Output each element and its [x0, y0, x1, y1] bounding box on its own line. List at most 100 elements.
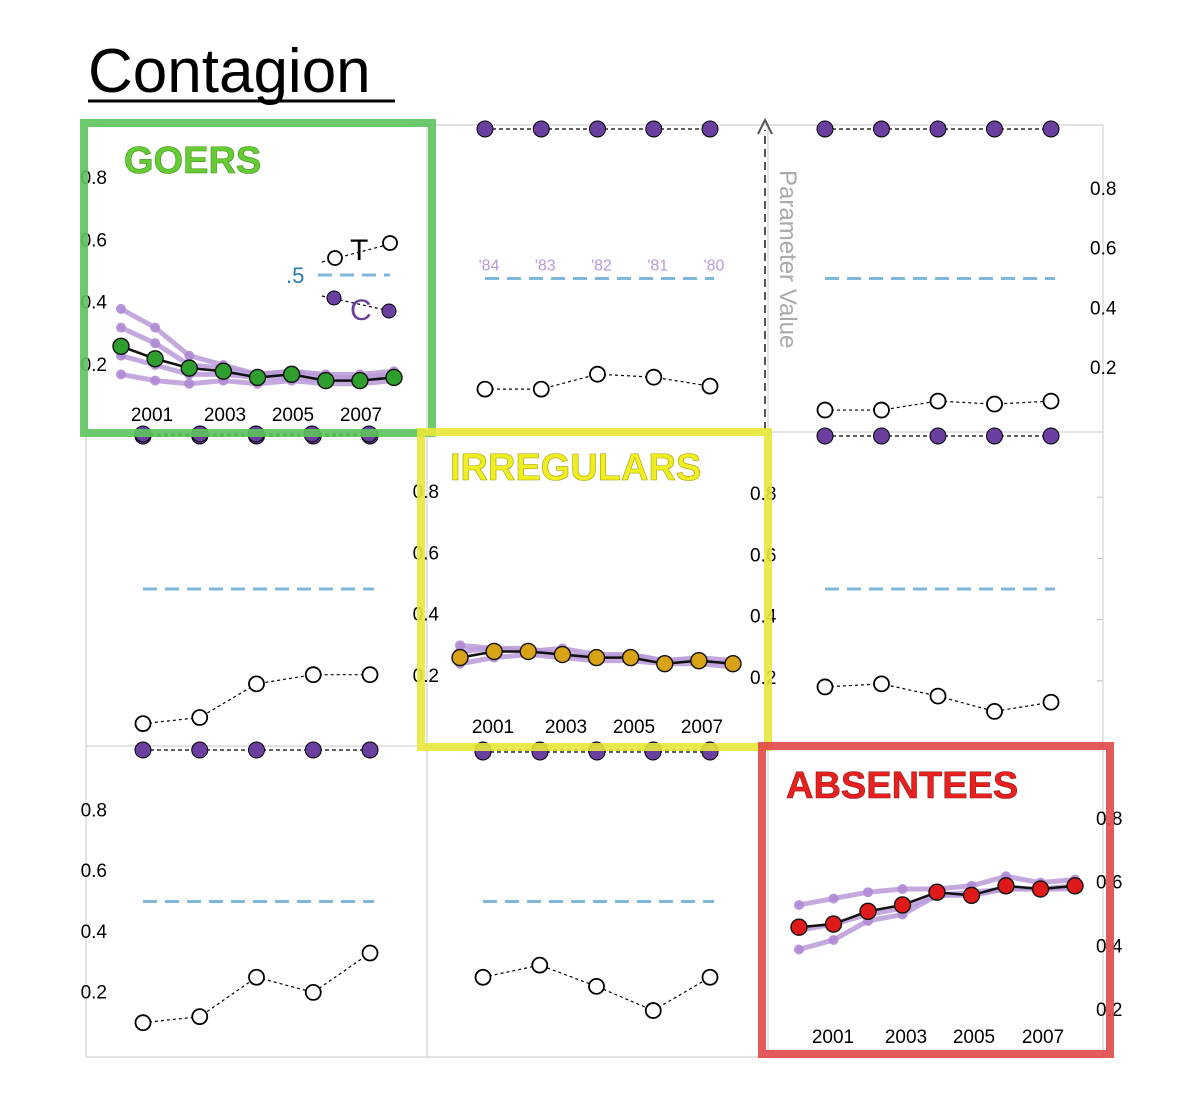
main-data-point	[1066, 877, 1084, 895]
page-title: Contagion	[88, 37, 371, 106]
treatment-point	[589, 365, 606, 383]
main-data-point	[146, 350, 164, 368]
main-data-point	[1031, 880, 1050, 898]
control-point	[816, 427, 834, 445]
treatment-point	[929, 687, 947, 705]
replicate-point	[150, 375, 161, 386]
replicate-point	[794, 944, 804, 955]
control-point	[191, 741, 209, 759]
replicate-point	[828, 893, 839, 904]
control-point	[476, 120, 494, 138]
year-label: '83	[535, 258, 556, 275]
x-tick-label: 2001	[472, 717, 514, 738]
y-tick-label-right: 0.4	[750, 607, 777, 628]
replicate-point	[150, 322, 161, 333]
control-point	[304, 741, 322, 759]
x-tick-label: 2007	[1022, 1027, 1064, 1048]
legend-treatment-marker	[382, 235, 398, 251]
treatment-point	[816, 678, 834, 696]
treatment-point	[816, 401, 834, 419]
y-tick-label-right: 0.6	[750, 545, 776, 566]
main-data-point	[451, 648, 469, 667]
year-label: '80	[704, 258, 725, 275]
treatment-point	[248, 968, 265, 986]
treatment-point	[986, 395, 1003, 413]
control-point	[873, 120, 890, 138]
main-data-point	[656, 655, 674, 673]
y-tick-label: 0.6	[413, 543, 439, 564]
legend-control-marker	[381, 303, 397, 319]
main-data-point	[553, 645, 572, 664]
control-point	[532, 120, 550, 138]
replicate-point	[116, 322, 126, 333]
y-tick-label: 0.8	[413, 482, 439, 503]
treatment-point	[304, 666, 322, 684]
absentees-label: ABSENTEES	[786, 765, 1018, 807]
x-tick-label: 2003	[204, 405, 246, 426]
main-data-point	[385, 368, 403, 387]
control-point	[986, 120, 1003, 138]
legend-treatment-label: T	[350, 234, 368, 267]
replicate-point	[116, 303, 126, 314]
replicate-point	[897, 884, 908, 895]
treatment-point	[588, 977, 605, 995]
x-tick-label: 2001	[131, 405, 173, 426]
control-point	[929, 120, 947, 138]
main-data-point	[962, 886, 981, 905]
main-data-point	[248, 368, 267, 387]
treatment-point	[248, 675, 265, 693]
control-point	[248, 741, 265, 759]
treatment-point	[701, 377, 719, 395]
control-point	[986, 427, 1003, 445]
y-tick-label: 0.8	[1090, 179, 1116, 200]
legend: T .5 C	[286, 234, 398, 327]
replicate-point	[116, 369, 126, 380]
year-label: '82	[591, 258, 612, 275]
treatment-point	[476, 380, 494, 398]
replicate-point	[828, 934, 839, 945]
treatment-point	[474, 968, 492, 986]
parameter-axis-arrow	[757, 117, 773, 430]
y-tick-label: 0.6	[1090, 239, 1116, 260]
y-tick-label: 0.4	[81, 922, 108, 943]
x-tick-label: 2005	[272, 405, 314, 426]
treatment-point	[1042, 693, 1060, 711]
legend-control-label: C	[350, 294, 372, 327]
treatment-point	[191, 1008, 209, 1026]
x-tick-label: 2007	[340, 405, 382, 426]
treatment-point	[644, 1002, 662, 1019]
legend-treatment-marker	[327, 250, 343, 266]
control-point	[361, 741, 379, 759]
main-data-point	[282, 365, 301, 384]
x-tick-label: 2001	[812, 1027, 854, 1048]
treatment-point	[531, 956, 549, 974]
x-tick-label: 2003	[545, 717, 587, 738]
treatment-series-line	[482, 964, 711, 1012]
control-point	[1042, 427, 1060, 445]
main-data-point	[317, 371, 335, 390]
main-data-point	[519, 642, 537, 661]
main-data-point	[790, 918, 808, 936]
x-tick-label: 2003	[885, 1027, 927, 1048]
parameter-axis-label: Parameter Value	[774, 170, 801, 348]
control-point	[929, 427, 947, 445]
replicate-point	[863, 887, 873, 898]
treatment-point	[532, 380, 550, 398]
main-data-point	[214, 362, 233, 380]
y-tick-label: 0.2	[81, 982, 107, 1003]
main-data-point	[824, 915, 843, 933]
year-label: '84	[479, 258, 500, 275]
y-tick-label: 0.8	[81, 801, 107, 822]
main-data-point	[621, 648, 640, 667]
y-tick-label: 0.2	[1090, 358, 1116, 379]
treatment-point	[361, 944, 379, 962]
irregulars-highlight-box	[417, 428, 772, 751]
replicate-point	[184, 350, 195, 361]
y-tick-label: 0.2	[413, 666, 439, 687]
main-data-point	[587, 648, 606, 667]
control-point	[701, 120, 719, 138]
treatment-point	[304, 984, 322, 1001]
main-data-point	[893, 896, 912, 914]
absentees-highlight-box	[758, 742, 1114, 1058]
main-data-point	[690, 651, 708, 670]
